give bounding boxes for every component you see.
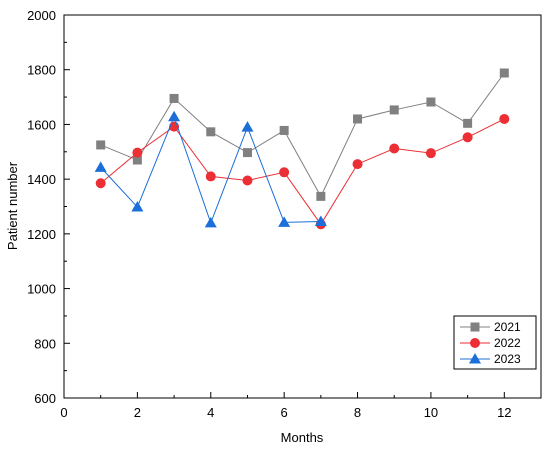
y-tick-label: 1800 xyxy=(27,63,56,78)
y-tick-label: 800 xyxy=(34,336,56,351)
series-2023 xyxy=(94,110,327,228)
x-tick-label: 2 xyxy=(134,405,141,420)
data-point xyxy=(241,121,254,132)
legend-items: 2021 2022 2023 xyxy=(460,320,521,366)
series-line xyxy=(100,72,505,198)
data-point xyxy=(389,143,400,154)
y-tick-label: 600 xyxy=(34,391,56,406)
data-point xyxy=(462,132,473,143)
data-point xyxy=(499,68,509,78)
data-point xyxy=(389,105,399,115)
data-point xyxy=(96,140,106,150)
data-point xyxy=(131,201,144,212)
legend-label: 2022 xyxy=(494,336,521,350)
data-point xyxy=(279,125,289,135)
x-tick-label: 8 xyxy=(354,405,361,420)
data-point xyxy=(463,118,473,128)
legend-item: 2022 xyxy=(460,336,521,350)
x-tick-label: 6 xyxy=(281,405,288,420)
data-point xyxy=(242,148,252,158)
x-tick-label: 10 xyxy=(424,405,438,420)
data-point xyxy=(278,216,291,227)
data-point xyxy=(168,110,181,122)
data-point xyxy=(425,148,436,159)
data-point xyxy=(204,216,217,228)
series-2022 xyxy=(95,113,510,230)
x-tick-label: 12 xyxy=(497,405,511,420)
legend-box xyxy=(453,315,537,370)
y-tick-label: 2000 xyxy=(27,8,56,23)
data-point xyxy=(132,155,142,165)
y-tick-label: 1000 xyxy=(27,282,56,297)
axis-ticks xyxy=(63,14,542,399)
series-line xyxy=(100,118,505,226)
x-tick-label: 0 xyxy=(60,405,67,420)
data-point xyxy=(94,161,107,172)
data-point xyxy=(352,159,363,170)
data-point xyxy=(242,175,253,186)
data-point xyxy=(314,215,327,227)
data-point xyxy=(206,127,216,137)
y-tick-label: 1400 xyxy=(27,172,56,187)
legend-marker xyxy=(470,322,480,332)
data-point xyxy=(95,178,106,189)
data-point xyxy=(499,113,510,124)
data-point xyxy=(426,97,436,107)
series-layer xyxy=(94,68,510,230)
legend-marker xyxy=(470,338,480,348)
y-axis-label: Patient number xyxy=(5,161,20,250)
legend: 2021 2022 2023 xyxy=(453,315,537,370)
legend-label: 2021 xyxy=(494,320,521,334)
legend-item: 2021 xyxy=(460,320,521,334)
series-2021 xyxy=(96,68,509,201)
data-point xyxy=(279,167,290,178)
y-tick-label: 1200 xyxy=(27,227,56,242)
x-tick-label: 4 xyxy=(207,405,214,420)
data-point xyxy=(132,147,143,158)
data-point xyxy=(316,191,326,201)
legend-marker xyxy=(469,353,481,364)
tick-labels: 0 2 4 6 8 10 12 600 800 1000 1200 1400 1600 1800 2000 xyxy=(27,8,511,420)
data-point xyxy=(205,171,216,182)
legend-label: 2023 xyxy=(494,352,521,366)
x-axis-label: Months xyxy=(281,430,324,445)
y-tick-label: 1600 xyxy=(27,117,56,132)
data-point xyxy=(169,93,179,103)
legend-item: 2023 xyxy=(460,352,521,366)
data-point xyxy=(353,114,363,124)
